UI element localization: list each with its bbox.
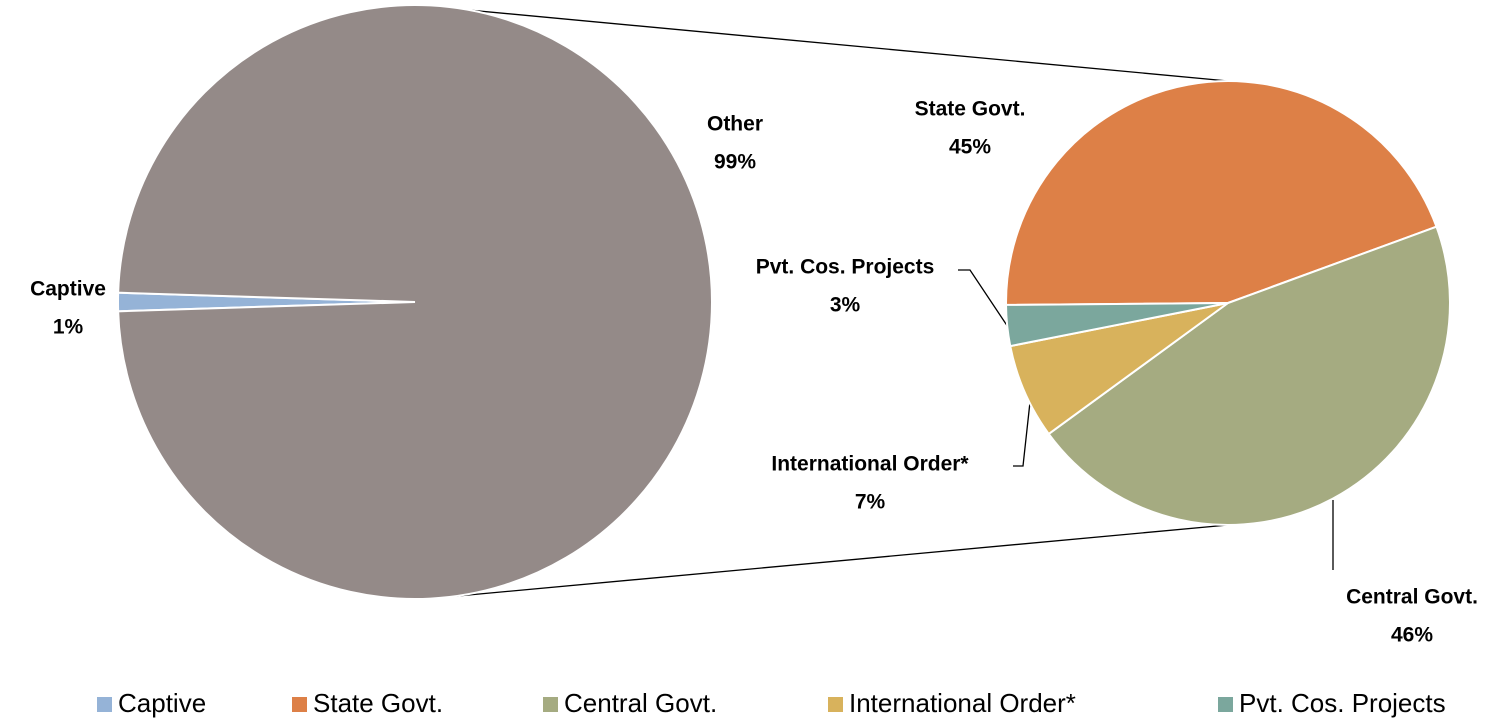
slice-label: State Govt. bbox=[915, 98, 1026, 121]
legend-label: International Order* bbox=[849, 688, 1076, 718]
slice-label: Other bbox=[707, 113, 763, 136]
slice-value-label: 3% bbox=[830, 294, 861, 317]
legend-swatch bbox=[1218, 697, 1233, 712]
leader-line bbox=[958, 269, 1011, 331]
legend-swatch bbox=[292, 697, 307, 712]
pie-slice bbox=[1005, 80, 1438, 306]
legend-label: Central Govt. bbox=[564, 688, 717, 718]
pie-slice bbox=[117, 4, 713, 600]
leader-line bbox=[1013, 401, 1031, 467]
slice-value-label: 99% bbox=[714, 151, 756, 174]
slice-value-label: 46% bbox=[1391, 624, 1433, 647]
legend-swatch bbox=[828, 697, 843, 712]
slice-label: International Order* bbox=[771, 453, 969, 476]
pie-slice bbox=[1005, 302, 1229, 348]
legend-label: State Govt. bbox=[313, 688, 443, 718]
legend-label: Pvt. Cos. Projects bbox=[1239, 688, 1446, 718]
slice-value-label: 1% bbox=[53, 316, 84, 339]
slice-label: Central Govt. bbox=[1346, 586, 1478, 609]
legend-swatch bbox=[97, 697, 112, 712]
slice-value-label: 7% bbox=[855, 491, 886, 514]
slice-value-label: 45% bbox=[949, 136, 991, 159]
connector-line bbox=[446, 7, 1229, 82]
slice-label: Captive bbox=[30, 278, 106, 301]
legend-label: Captive bbox=[118, 688, 206, 718]
connector-line bbox=[446, 524, 1229, 598]
legend-swatch bbox=[543, 697, 558, 712]
slice-label: Pvt. Cos. Projects bbox=[756, 256, 935, 279]
pie-slice bbox=[1047, 225, 1451, 526]
